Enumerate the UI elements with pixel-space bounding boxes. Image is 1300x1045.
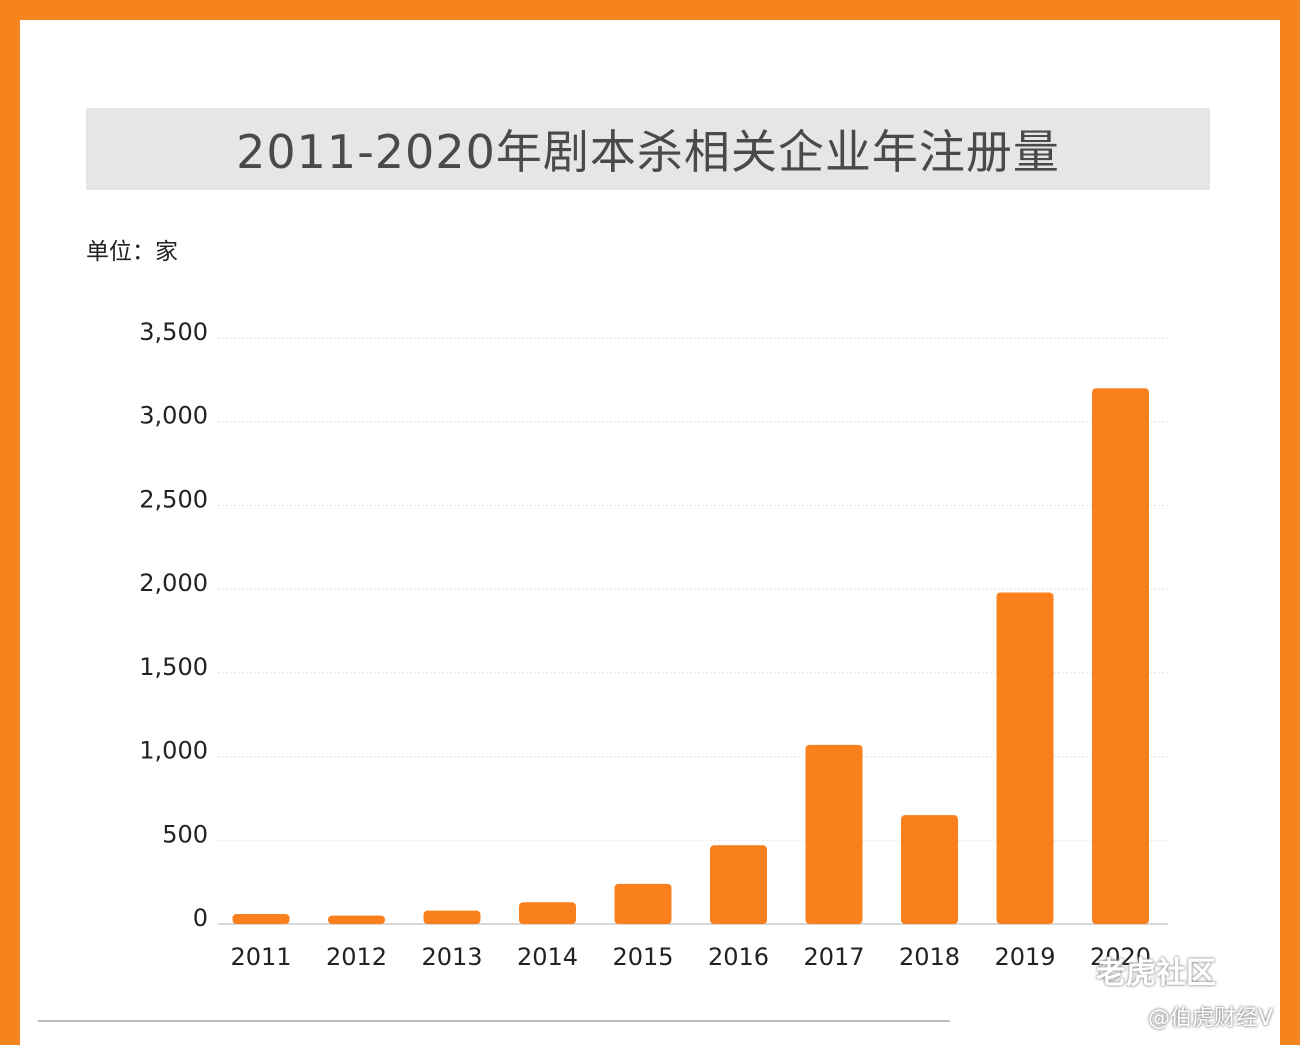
x-axis-ticks: 2011 2012 2013 2014 2015 2016 2017 2018 2019 2020: [230, 943, 1151, 971]
bar-2011: [232, 913, 290, 924]
frame-right-border: [1280, 0, 1300, 1045]
x-tick-label: 2019: [994, 943, 1055, 971]
bar-2018: [901, 815, 958, 924]
bar-2014: [519, 902, 576, 924]
bar-2019: [996, 592, 1054, 924]
bars: [232, 388, 1149, 924]
x-tick-label: 2011: [230, 943, 291, 971]
bottom-divider: [38, 1020, 950, 1022]
y-tick-label: 3,000: [139, 402, 208, 430]
x-tick-label: 2018: [899, 943, 960, 971]
y-axis-ticks: 0 500 1,000 1,500 2,000 2,500 3,000 3,500: [139, 318, 208, 932]
y-tick-label: 0: [193, 904, 208, 932]
x-tick-label: 2012: [326, 943, 387, 971]
x-tick-label: 2017: [803, 943, 864, 971]
x-tick-label: 2013: [421, 943, 482, 971]
x-tick-label: 2016: [708, 943, 769, 971]
chart-title-box: 2011-2020年剧本杀相关企业年注册量: [86, 108, 1210, 190]
bar-2015: [614, 883, 672, 924]
x-tick-label: 2015: [612, 943, 673, 971]
site-watermark: 老虎社区: [1096, 956, 1216, 991]
tiger-logo-icon: [1098, 958, 1122, 982]
y-tick-label: 2,000: [139, 569, 208, 597]
y-tick-label: 500: [162, 820, 208, 848]
bar-2016: [710, 845, 767, 924]
account-watermark: @伯虎财经V: [1148, 1006, 1274, 1031]
bar-2013: [423, 910, 481, 924]
chart-title: 2011-2020年剧本杀相关企业年注册量: [236, 125, 1060, 179]
y-tick-label: 3,500: [139, 318, 208, 346]
y-tick-label: 1,000: [139, 737, 208, 765]
y-tick-label: 1,500: [139, 653, 208, 681]
y-tick-label: 2,500: [139, 485, 208, 513]
bar-2020: [1092, 388, 1149, 924]
bar-2017: [805, 744, 863, 924]
unit-label: 单位：家: [86, 239, 178, 265]
bar-2012: [328, 915, 385, 924]
frame-left-border: [0, 0, 20, 1045]
frame-top-border: [0, 0, 1300, 20]
x-tick-label: 2014: [517, 943, 578, 971]
